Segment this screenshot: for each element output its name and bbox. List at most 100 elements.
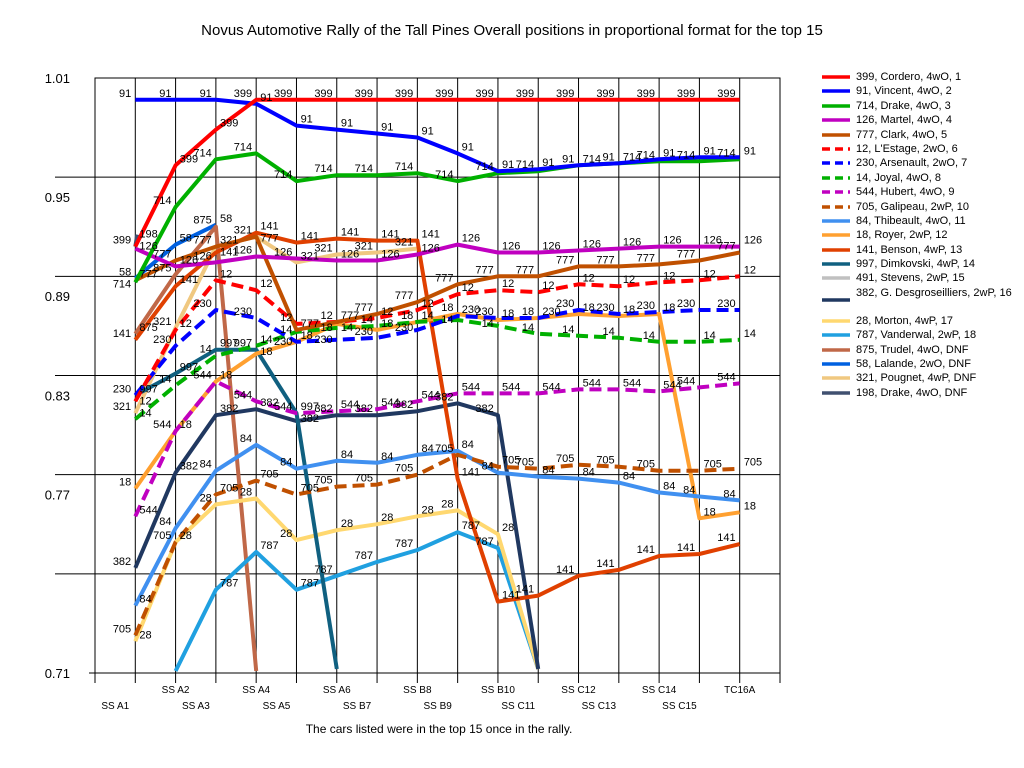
data-label-126: 126: [341, 249, 359, 261]
data-label-12: 12: [139, 395, 151, 407]
data-label-91: 91: [542, 157, 554, 169]
data-label-777: 777: [139, 268, 157, 280]
data-label-91: 91: [381, 122, 393, 134]
data-label-777: 777: [355, 302, 373, 314]
data-label-705: 705: [704, 459, 722, 471]
data-label-875: 875: [193, 215, 211, 227]
series-line-91: [135, 97, 740, 174]
legend-swatch-icon: [822, 214, 850, 228]
legend-label: 18, Royer, 2wP, 12: [856, 229, 948, 242]
data-label-28: 28: [502, 522, 514, 534]
data-label-14: 14: [744, 328, 756, 340]
legend-swatch-icon: [822, 200, 850, 214]
data-label-714: 714: [583, 153, 601, 165]
x-tick-label: SS A1: [101, 701, 129, 712]
legend-swatch-icon: [822, 271, 850, 285]
data-label-18: 18: [401, 310, 413, 322]
series-line-18: [133, 312, 740, 521]
data-label-230: 230: [395, 322, 413, 334]
data-label-714: 714: [153, 195, 171, 207]
legend-swatch-icon: [822, 99, 850, 113]
data-label-705: 705: [260, 469, 278, 481]
data-label-399: 399: [180, 153, 198, 165]
data-label-141: 141: [341, 227, 359, 239]
data-label-777: 777: [435, 272, 453, 284]
data-label-126: 126: [462, 233, 480, 245]
legend-item: 12, L'Estage, 2wO, 6: [822, 142, 1022, 156]
data-label-382: 382: [435, 391, 453, 403]
x-tick-label: SS C11: [501, 701, 535, 712]
data-label-141: 141: [301, 231, 319, 243]
legend-label: 544, Hubert, 4wO, 9: [856, 186, 955, 199]
data-label-84: 84: [159, 516, 171, 528]
data-label-141: 141: [516, 584, 534, 596]
data-label-14: 14: [260, 334, 272, 346]
data-label-141: 141: [637, 544, 655, 556]
data-label-28: 28: [341, 518, 353, 530]
data-label-230: 230: [717, 298, 735, 310]
data-label-141: 141: [260, 221, 278, 233]
data-label-777: 777: [395, 290, 413, 302]
data-label-14: 14: [280, 324, 292, 336]
data-label-544: 544: [422, 389, 440, 401]
data-label-321: 321: [234, 225, 252, 237]
data-label-230: 230: [556, 298, 574, 310]
legend-item: 544, Hubert, 4wO, 9: [822, 185, 1022, 199]
y-tick-label: 0.71: [45, 666, 70, 681]
data-label-84: 84: [663, 481, 675, 493]
data-label-126: 126: [139, 241, 157, 253]
data-label-777: 777: [677, 249, 695, 261]
data-label-714: 714: [475, 161, 493, 173]
data-label-787: 787: [260, 540, 278, 552]
data-label-14: 14: [562, 324, 574, 336]
data-label-399: 399: [475, 88, 493, 100]
data-label-18: 18: [663, 302, 675, 314]
legend-swatch-icon: [822, 371, 850, 385]
legend-label: 399, Cordero, 4wO, 1: [856, 71, 962, 83]
series-line-12: [133, 274, 740, 403]
legend-item: 382, G. Desgroseilliers, 2wP, 16: [822, 286, 1022, 314]
data-label-705: 705: [596, 455, 614, 467]
data-label-141: 141: [502, 590, 520, 602]
legend-swatch-icon: [822, 113, 850, 127]
data-label-141: 141: [596, 558, 614, 570]
series-line-382: [133, 401, 541, 670]
legend-swatch-icon: [822, 328, 850, 342]
data-label-230: 230: [274, 336, 292, 348]
data-label-126: 126: [502, 241, 520, 253]
data-label-14: 14: [341, 322, 353, 334]
data-label-18: 18: [522, 306, 534, 318]
legend-item: 777, Clark, 4wO, 5: [822, 128, 1022, 142]
legend-label: 382, G. Desgroseilliers, 2wP, 16: [856, 286, 1012, 299]
data-label-126: 126: [381, 249, 399, 261]
data-label-230: 230: [355, 326, 373, 338]
data-label-544: 544: [234, 389, 252, 401]
legend-label: 84, Thibeault, 4wO, 11: [856, 214, 966, 227]
legend-swatch-icon: [822, 228, 850, 242]
data-label-230: 230: [193, 298, 211, 310]
data-label-544: 544: [341, 399, 359, 411]
series-line-875: [133, 224, 259, 672]
data-label-787: 787: [220, 578, 238, 590]
legend-item: 18, Royer, 2wP, 12: [822, 228, 1022, 242]
data-label-28: 28: [381, 512, 393, 524]
x-tick-label: SS B10: [481, 685, 515, 696]
data-label-777: 777: [717, 241, 735, 253]
data-label-705: 705: [153, 530, 171, 542]
data-label-705: 705: [516, 457, 534, 469]
data-label-705: 705: [113, 623, 131, 635]
data-label-230: 230: [113, 383, 131, 395]
data-label-12: 12: [583, 272, 595, 284]
data-label-91: 91: [159, 88, 171, 100]
data-label-777: 777: [556, 254, 574, 266]
data-label-382: 382: [355, 403, 373, 415]
data-label-12: 12: [744, 264, 756, 276]
legend-item: 875, Trudel, 4wO, DNF: [822, 343, 1022, 357]
legend-label: 28, Morton, 4wP, 17: [856, 314, 954, 327]
data-label-544: 544: [153, 419, 171, 431]
data-label-126: 126: [704, 235, 722, 247]
data-label-14: 14: [139, 407, 151, 419]
data-label-544: 544: [502, 381, 520, 393]
data-label-705: 705: [314, 475, 332, 487]
